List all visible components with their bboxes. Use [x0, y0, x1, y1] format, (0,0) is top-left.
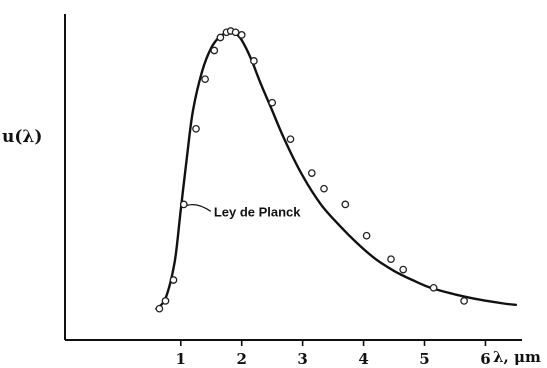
x-tick-label-2: 2	[236, 350, 246, 368]
annotation-label: Ley de Planck	[214, 204, 301, 219]
data-point	[307, 169, 316, 177]
data-point	[429, 283, 438, 292]
data-point	[161, 297, 170, 305]
data-point	[169, 276, 178, 284]
data-point	[192, 124, 200, 133]
x-tick-label-1: 1	[176, 350, 186, 368]
data-point	[179, 200, 188, 209]
data-point	[268, 98, 277, 107]
y-axis-label: u(λ)	[2, 127, 42, 147]
x-tick-label-3: 3	[297, 350, 307, 368]
data-point	[286, 135, 295, 144]
x-ticks: 1 2 3 4 5 6	[176, 340, 491, 368]
x-tick-label-4: 4	[358, 350, 368, 368]
data-point	[250, 57, 258, 65]
data-point	[155, 304, 164, 313]
x-tick-label-5: 5	[419, 350, 429, 368]
x-tick-label-6: 6	[480, 350, 490, 368]
data-point	[320, 184, 328, 193]
data-point	[460, 297, 468, 305]
data-point	[362, 231, 371, 240]
data-point	[399, 265, 408, 274]
planck-curve	[155, 30, 518, 310]
data-point	[237, 31, 246, 39]
data-point	[216, 33, 225, 42]
data-points	[155, 27, 468, 313]
data-point	[341, 200, 350, 209]
data-point	[231, 28, 240, 37]
data-point	[201, 75, 209, 84]
data-point	[387, 255, 395, 264]
annotation-leader	[186, 204, 212, 212]
data-point	[210, 46, 219, 55]
x-axis-label: λ, μm	[493, 348, 541, 366]
